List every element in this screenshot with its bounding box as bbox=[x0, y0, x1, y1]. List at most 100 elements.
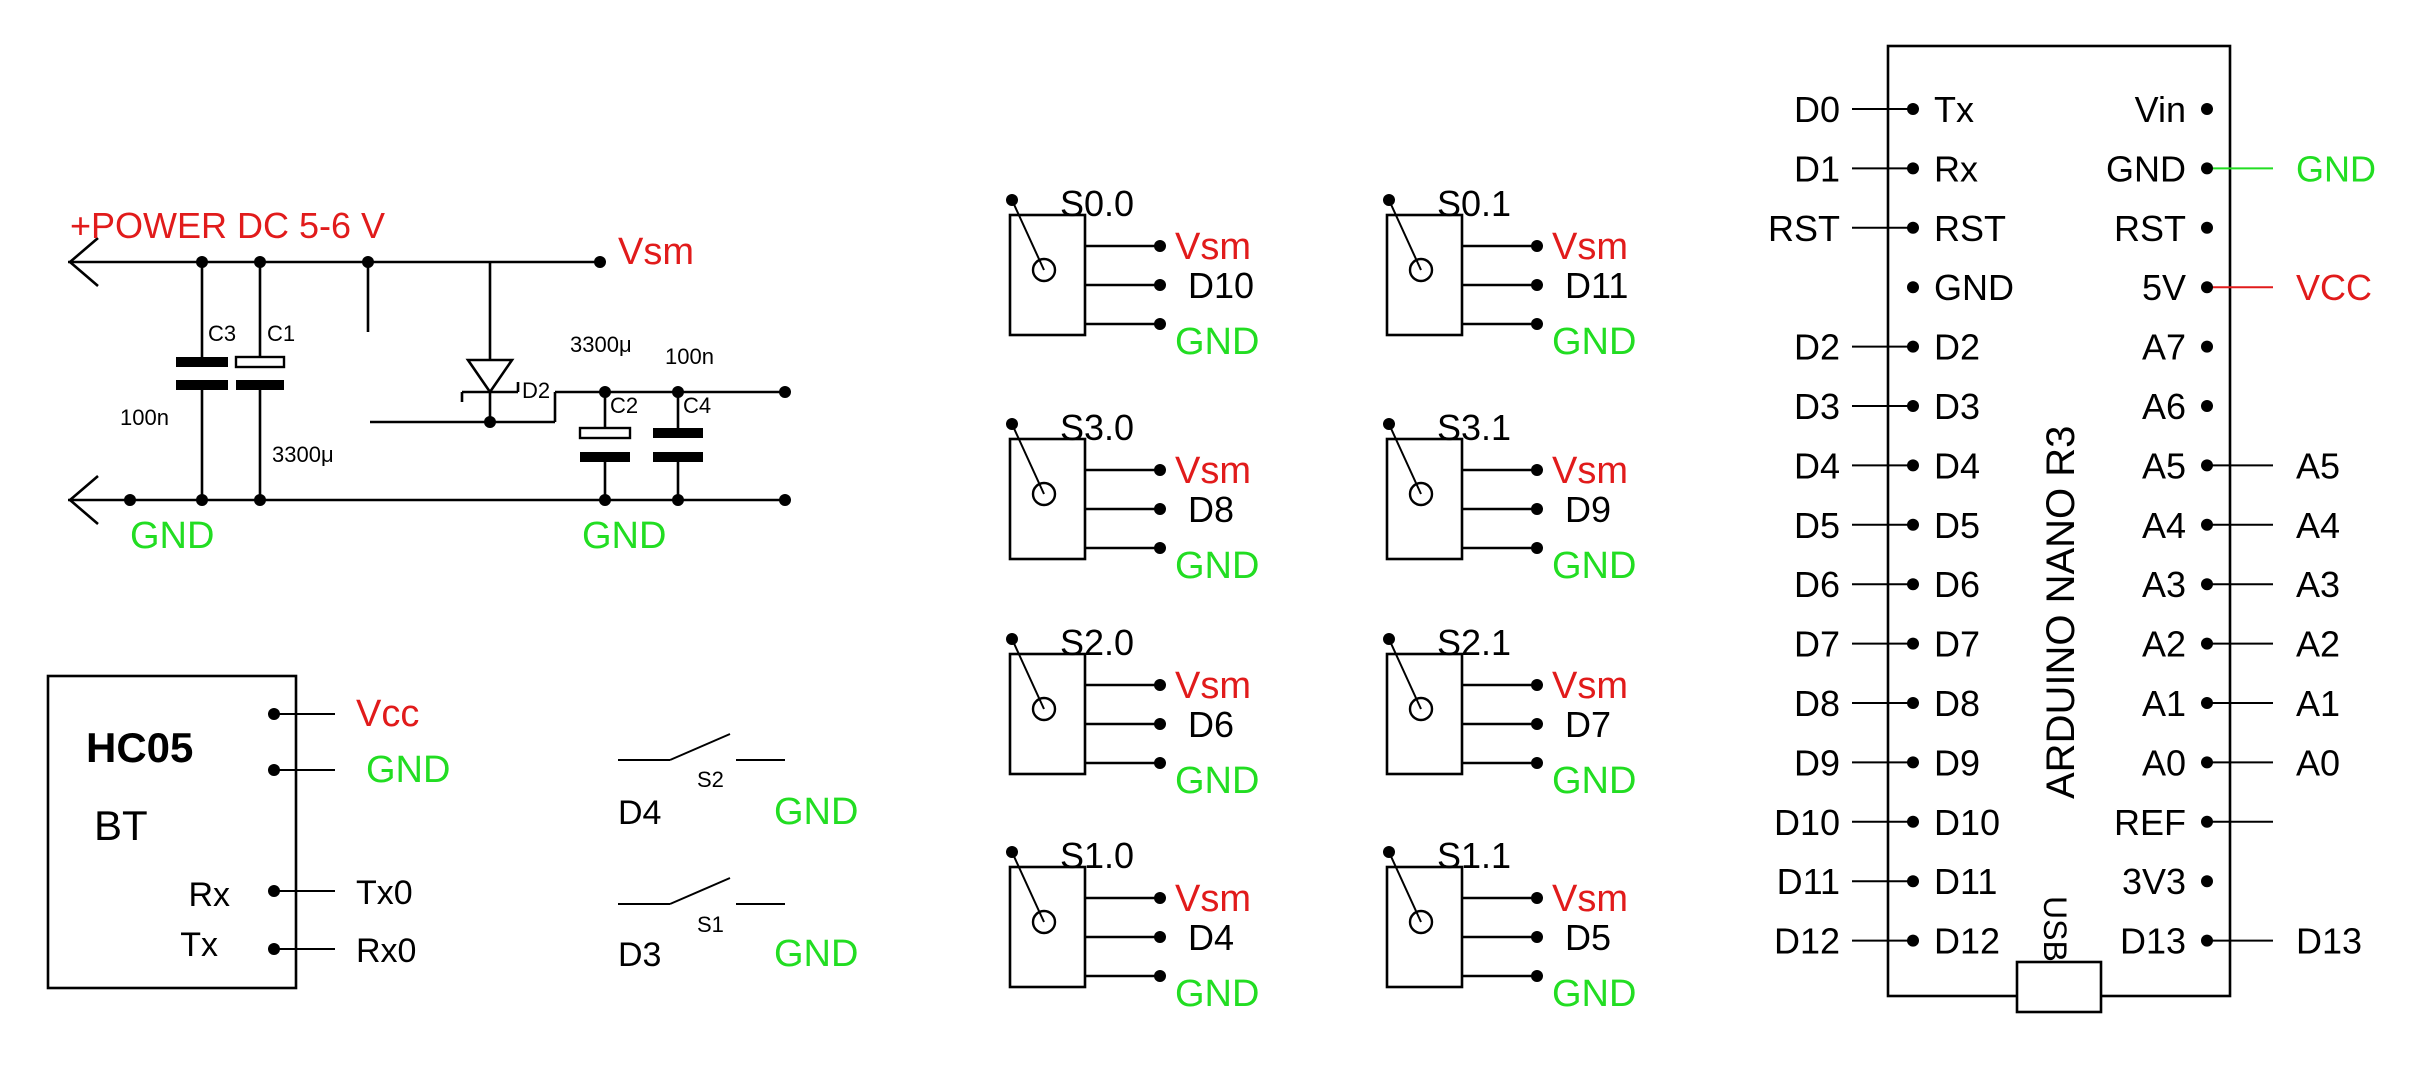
gnd-right-label: GND bbox=[582, 515, 666, 557]
servo-arm-pivot bbox=[1006, 194, 1018, 206]
servo-lead-dot bbox=[1531, 679, 1543, 691]
servo-lead-dot bbox=[1531, 240, 1543, 252]
pin-dot bbox=[1907, 697, 1919, 709]
pin-inner-label: D7 bbox=[1934, 624, 1980, 665]
pin-inner-label: D9 bbox=[1934, 742, 1980, 783]
right-pin-a7: A7 bbox=[2142, 327, 2213, 368]
pin-inner-label: D2 bbox=[1934, 327, 1980, 368]
pin-outer-label: D10 bbox=[1774, 802, 1840, 843]
right-pin-3v3: 3V3 bbox=[2122, 861, 2213, 902]
left-pin-d10: D10 D10 bbox=[1774, 802, 2000, 843]
left-pin-d9: D9 D9 bbox=[1794, 742, 1980, 783]
pin-inner-label: Vin bbox=[2135, 89, 2186, 130]
servo-lead-dot bbox=[1531, 892, 1543, 904]
pin-inner-label: A4 bbox=[2142, 505, 2186, 546]
servo-vsm: Vsm bbox=[1175, 878, 1251, 920]
c1-plate-top bbox=[234, 355, 286, 369]
pin-inner-label: D12 bbox=[1934, 921, 2000, 962]
pin-dot bbox=[2201, 400, 2213, 412]
servo-arm bbox=[1011, 851, 1045, 923]
servo-vsm: Vsm bbox=[1552, 450, 1628, 492]
pin-inner-label: D10 bbox=[1934, 802, 2000, 843]
power-title: +POWER DC 5-6 V bbox=[70, 205, 385, 246]
right-pin-a0: A0 A0 bbox=[2142, 742, 2340, 783]
pin-inner-label: A1 bbox=[2142, 683, 2186, 724]
switch-s1-pin: D3 bbox=[618, 936, 661, 974]
right-pin-d13: D13 D13 bbox=[2120, 921, 2362, 962]
pin-inner-label: D13 bbox=[2120, 921, 2186, 962]
right-pin-rst: RST bbox=[2114, 208, 2213, 249]
diode-d2-icon bbox=[465, 358, 515, 395]
pin-dot bbox=[2201, 281, 2213, 294]
gnd-arrow-icon bbox=[68, 475, 99, 525]
right-pin-5v: VCC 5V bbox=[2142, 267, 2372, 308]
servo-signal: D8 bbox=[1188, 489, 1234, 530]
pin-outer-label: A1 bbox=[2296, 683, 2340, 724]
servo-lead-dot bbox=[1531, 279, 1543, 291]
pin-dot bbox=[1907, 103, 1919, 115]
left-pin-gnd: GND bbox=[1907, 267, 2014, 308]
right-pin-a5: A5 A5 bbox=[2142, 445, 2340, 486]
servo-lead-dot bbox=[1531, 757, 1543, 769]
servo-lead-dot bbox=[1531, 718, 1543, 730]
left-pin-rst: RST RST bbox=[1768, 208, 2006, 249]
servo-arm bbox=[1388, 423, 1422, 495]
pin-outer-label: D8 bbox=[1794, 683, 1840, 724]
servo-vsm: Vsm bbox=[1552, 665, 1628, 707]
switch-s1-gnd: GND bbox=[774, 933, 858, 975]
pin-dot bbox=[1907, 518, 1919, 531]
pin-dot bbox=[1907, 815, 1919, 828]
servo-group: S0.0VsmD10GNDS0.1VsmD11GNDS3.0VsmD8GNDS3… bbox=[1006, 183, 1636, 1015]
pin-inner-label: D5 bbox=[1934, 505, 1980, 546]
pin-outer-label: GND bbox=[2296, 148, 2376, 189]
servo-arm-pivot bbox=[1383, 633, 1395, 645]
pin-dot bbox=[2201, 875, 2213, 888]
switch-s2-icon bbox=[669, 733, 731, 761]
right-pin-ref: REF bbox=[2114, 802, 2273, 843]
servo-lead-dot bbox=[1154, 503, 1166, 515]
left-pin-d7: D7 D7 bbox=[1794, 624, 1980, 665]
left-pin-rx: D1 Rx bbox=[1794, 148, 1978, 189]
pin-dot bbox=[2201, 103, 2213, 115]
servo-arm bbox=[1388, 638, 1422, 710]
pin-outer-label: D4 bbox=[1794, 445, 1840, 486]
servo-arm-pivot bbox=[1383, 194, 1395, 206]
servo-lead-dot bbox=[1154, 279, 1166, 291]
servo-gnd: GND bbox=[1175, 760, 1259, 802]
servo-gnd: GND bbox=[1175, 545, 1259, 587]
servo-lead-dot bbox=[1531, 318, 1543, 330]
pin-outer-label: D7 bbox=[1794, 624, 1840, 665]
pin-dot bbox=[2201, 162, 2213, 175]
right-pin-a4: A4 A4 bbox=[2142, 505, 2340, 546]
hc05-box bbox=[46, 674, 298, 990]
right-pin-a3: A3 A3 bbox=[2142, 564, 2340, 605]
pin-dot bbox=[2201, 221, 2213, 234]
c2-value: 3300μ bbox=[570, 332, 632, 357]
vsm-label: Vsm bbox=[618, 231, 694, 273]
servo-signal: D6 bbox=[1188, 704, 1234, 745]
pin-dot bbox=[2201, 459, 2213, 472]
servo-lead-dot bbox=[1154, 679, 1166, 691]
servo-lead-dot bbox=[1154, 464, 1166, 476]
servo-body bbox=[1008, 865, 1087, 989]
pin-outer-label: D11 bbox=[1777, 861, 1840, 902]
power-arrow-icon bbox=[68, 237, 99, 287]
pin-dot bbox=[2201, 578, 2213, 591]
pin-dot bbox=[2201, 637, 2213, 650]
pin-dot bbox=[1907, 162, 1919, 175]
c4-plate-bottom bbox=[653, 452, 703, 462]
servo-gnd: GND bbox=[1175, 321, 1259, 363]
servo-name: S2.1 bbox=[1437, 622, 1511, 663]
pin-dot bbox=[1907, 578, 1919, 591]
pin-outer-label: A3 bbox=[2296, 564, 2340, 605]
servo-signal: D4 bbox=[1188, 917, 1234, 958]
pin-outer-label: A0 bbox=[2296, 742, 2340, 783]
power-supply-section: +POWER DC 5-6 V Vsm GND GND C3 C1 C2 C4 … bbox=[68, 205, 791, 557]
left-pin-d4: D4 D4 bbox=[1794, 445, 1980, 486]
pin-outer-label: D13 bbox=[2296, 921, 2362, 962]
servo-arm-pivot bbox=[1006, 418, 1018, 430]
